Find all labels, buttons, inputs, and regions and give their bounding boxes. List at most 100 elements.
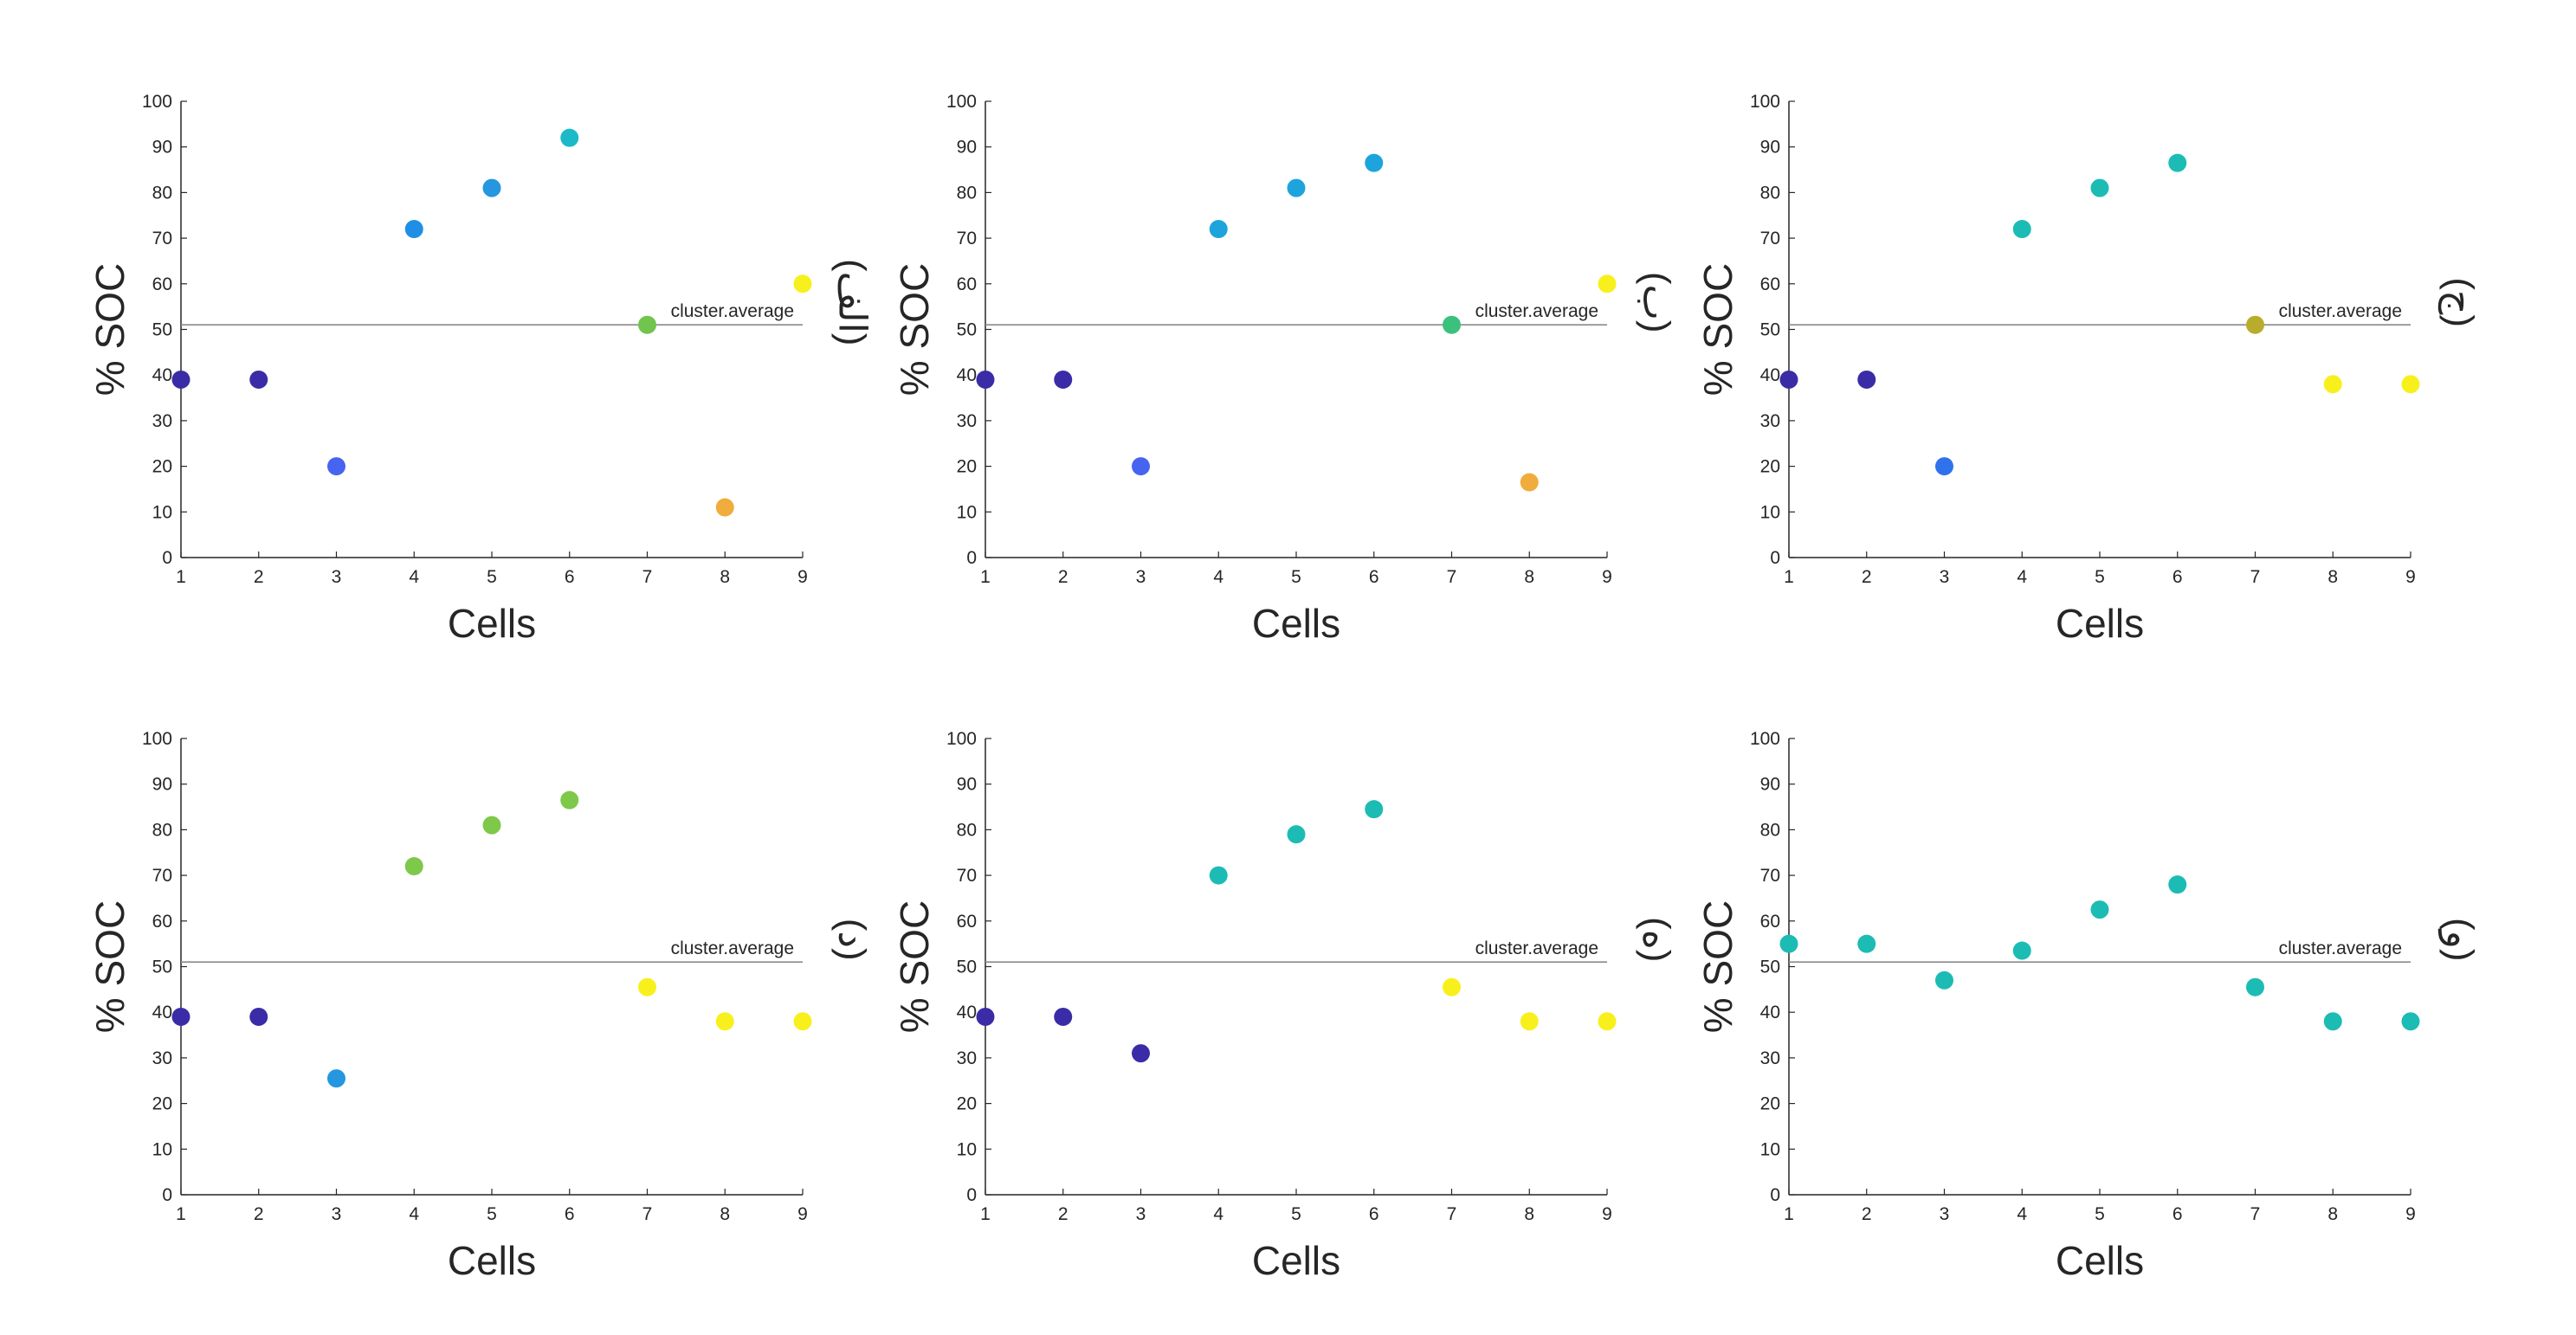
x-tick-label: 7 (642, 567, 653, 587)
data-point (2012, 941, 2031, 960)
y-tick-label: 40 (957, 365, 977, 385)
x-tick-label: 2 (254, 567, 264, 587)
data-point (1935, 971, 1953, 990)
x-tick-label: 3 (1136, 567, 1146, 587)
y-tick-label: 30 (957, 411, 977, 431)
x-tick-label: 6 (565, 1204, 575, 1224)
x-tick-label: 9 (2405, 567, 2416, 587)
x-tick-label: 3 (1136, 1204, 1146, 1224)
cluster-average-label: cluster.average (1475, 301, 1598, 321)
y-tick-label: 40 (1760, 365, 1780, 385)
y-tick-label: 20 (152, 457, 172, 477)
y-axis-label: % SOC (1695, 263, 1740, 396)
cluster-average-label: cluster.average (671, 301, 794, 321)
data-point (1209, 220, 1228, 239)
panel-label: (الف) (830, 259, 873, 345)
x-tick-label: 1 (176, 1204, 186, 1224)
y-tick-label: 30 (1760, 411, 1780, 431)
x-tick-label: 8 (1524, 567, 1534, 587)
data-point (1054, 370, 1073, 389)
y-tick-label: 80 (957, 183, 977, 203)
x-tick-label: 5 (1291, 1204, 1301, 1224)
y-tick-label: 100 (142, 92, 172, 112)
y-tick-label: 70 (1760, 866, 1780, 886)
x-tick-label: 3 (332, 567, 342, 587)
x-tick-label: 5 (1291, 567, 1301, 587)
y-axis-label: % SOC (87, 900, 132, 1033)
data-point (715, 1012, 734, 1031)
y-tick-label: 50 (152, 320, 172, 340)
y-tick-label: 30 (957, 1048, 977, 1068)
x-tick-label: 8 (1524, 1204, 1534, 1224)
y-tick-label: 10 (957, 502, 977, 522)
data-point (2323, 1012, 2342, 1031)
y-tick-label: 0 (162, 1185, 172, 1205)
y-tick-label: 80 (152, 820, 172, 840)
x-tick-label: 2 (1862, 567, 1872, 587)
data-point (404, 220, 423, 239)
y-tick-label: 70 (957, 866, 977, 886)
data-point (2246, 315, 2264, 334)
data-point (1054, 1007, 1073, 1026)
x-axis-label: Cells (2056, 1238, 2144, 1283)
x-tick-label: 8 (2327, 567, 2338, 587)
data-point (327, 1069, 345, 1088)
data-point (1857, 934, 1876, 953)
data-point (2401, 375, 2420, 394)
x-tick-label: 1 (1784, 1204, 1794, 1224)
data-point (327, 457, 345, 476)
x-tick-label: 2 (254, 1204, 264, 1224)
panel-label: (و) (2437, 918, 2481, 962)
data-point (560, 790, 579, 809)
x-tick-label: 9 (2405, 1204, 2416, 1224)
x-tick-label: 4 (409, 1204, 419, 1224)
y-tick-label: 0 (1770, 548, 1780, 568)
x-tick-label: 3 (332, 1204, 342, 1224)
y-tick-label: 40 (152, 1003, 172, 1022)
data-point (249, 1007, 268, 1026)
y-tick-label: 60 (1760, 912, 1780, 932)
y-tick-label: 60 (152, 274, 172, 294)
panel-label: (د) (830, 919, 873, 961)
y-tick-label: 80 (1760, 820, 1780, 840)
x-tick-label: 6 (2172, 567, 2183, 587)
x-tick-label: 6 (1369, 1204, 1379, 1224)
data-point (1443, 977, 1461, 996)
y-tick-label: 20 (957, 457, 977, 477)
chart-panel-6: 0 10 20 30 40 50 60 70 80 90 100 1 2 3 4 5 6 7 8 9 cluster.a… (1695, 729, 2481, 1283)
data-point (1365, 800, 1384, 819)
y-tick-label: 10 (152, 502, 172, 522)
y-tick-label: 50 (1760, 320, 1780, 340)
y-tick-label: 20 (1760, 1094, 1780, 1114)
data-point (1598, 1012, 1617, 1031)
y-tick-label: 60 (957, 912, 977, 932)
cluster-average-label: cluster.average (1475, 938, 1598, 958)
data-point (1520, 1012, 1539, 1031)
x-tick-label: 1 (980, 1204, 991, 1224)
x-tick-label: 5 (487, 1204, 497, 1224)
y-tick-label: 50 (1760, 958, 1780, 977)
y-tick-label: 20 (152, 1094, 172, 1114)
y-tick-label: 70 (957, 229, 977, 248)
y-tick-label: 30 (152, 1048, 172, 1068)
y-tick-label: 70 (152, 229, 172, 248)
data-point (1779, 370, 1798, 389)
data-point (2401, 1012, 2420, 1031)
y-tick-label: 90 (1760, 775, 1780, 795)
cluster-average-label: cluster.average (2279, 938, 2402, 958)
y-tick-label: 10 (1760, 502, 1780, 522)
x-tick-label: 5 (487, 567, 497, 587)
y-tick-label: 70 (152, 866, 172, 886)
data-point (638, 977, 656, 996)
x-tick-label: 2 (1862, 1204, 1872, 1224)
y-tick-label: 80 (152, 183, 172, 203)
x-tick-label: 7 (1447, 567, 1457, 587)
x-tick-label: 3 (1940, 567, 1950, 587)
x-tick-label: 1 (1784, 567, 1794, 587)
data-point (1598, 274, 1617, 293)
data-point (560, 128, 579, 147)
chart-panel-2: 0 10 20 30 40 50 60 70 80 90 100 1 2 3 4 5 6 7 8 9 cluster.a… (892, 92, 1677, 646)
y-axis-label: % SOC (892, 263, 937, 396)
y-tick-label: 40 (957, 1003, 977, 1022)
